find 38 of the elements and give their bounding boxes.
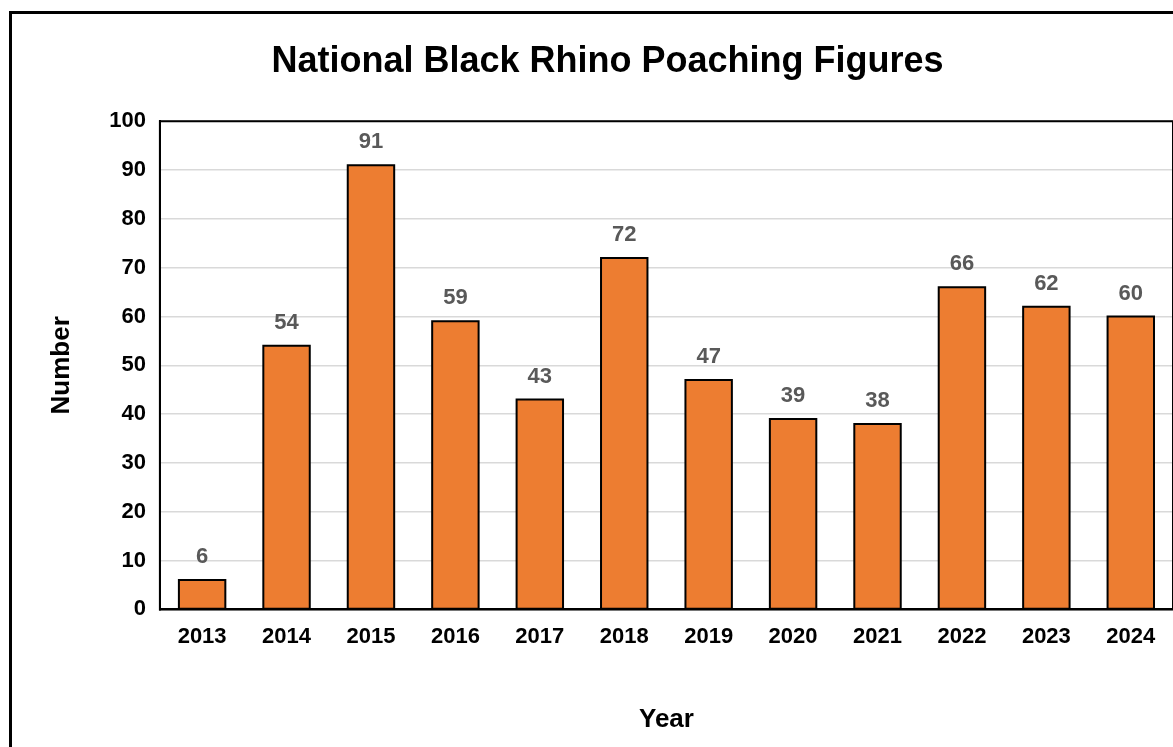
y-tick-label: 30 (121, 449, 146, 474)
x-tick-label: 2018 (599, 622, 649, 648)
y-tick-label: 10 (121, 546, 146, 572)
data-label: 59 (443, 284, 468, 310)
data-label: 62 (1034, 269, 1059, 295)
x-axis-title: Year (638, 702, 694, 733)
x-tick-label: 2019 (684, 622, 734, 648)
x-tick-label: 2015 (346, 622, 396, 648)
x-tick-label: 2021 (853, 622, 902, 648)
y-axis-title: Number (44, 316, 75, 415)
x-tick-label: 2020 (768, 622, 818, 648)
x-tick-label: 2013 (177, 622, 227, 648)
y-tick-label: 100 (109, 107, 146, 133)
y-tick-label: 40 (121, 400, 146, 426)
x-tick-label: 2016 (430, 622, 480, 648)
y-tick-label: 60 (121, 302, 146, 328)
x-tick-label: 2017 (515, 622, 565, 648)
chart-title: National Black Rhino Poaching Figures (271, 38, 944, 80)
x-tick-label: 2014 (262, 622, 312, 648)
y-tick-label: 0 (133, 595, 146, 621)
data-label: 54 (274, 308, 300, 334)
x-tick-label: 2023 (1021, 622, 1071, 648)
data-label: 39 (780, 382, 806, 408)
data-label: 38 (865, 386, 890, 412)
data-label: 91 (358, 128, 384, 154)
data-label: 47 (696, 343, 721, 369)
x-tick-label: 2022 (937, 622, 987, 648)
data-label: 60 (1118, 279, 1144, 305)
y-tick-label: 70 (121, 253, 146, 279)
data-label: 43 (527, 362, 553, 388)
data-label: 66 (949, 250, 975, 276)
y-tick-label: 20 (121, 497, 146, 523)
y-tick-label: 80 (121, 204, 146, 230)
y-tick-label: 90 (121, 156, 146, 182)
data-label: 6 (195, 543, 209, 569)
x-tick-label: 2024 (1106, 622, 1157, 648)
y-tick-label: 50 (121, 351, 146, 377)
data-label: 72 (612, 220, 637, 246)
